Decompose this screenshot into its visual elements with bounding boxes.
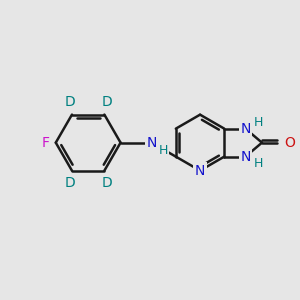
Text: H: H bbox=[254, 116, 263, 129]
Text: D: D bbox=[64, 176, 75, 190]
Text: D: D bbox=[64, 95, 75, 109]
Text: H: H bbox=[254, 157, 263, 169]
Text: N: N bbox=[240, 150, 251, 164]
Text: N: N bbox=[240, 122, 251, 136]
Text: D: D bbox=[101, 95, 112, 109]
Text: F: F bbox=[41, 136, 49, 150]
Text: N: N bbox=[195, 164, 205, 178]
Text: D: D bbox=[101, 176, 112, 190]
Text: O: O bbox=[284, 136, 295, 150]
Text: N: N bbox=[146, 136, 157, 150]
Text: H: H bbox=[159, 144, 168, 158]
